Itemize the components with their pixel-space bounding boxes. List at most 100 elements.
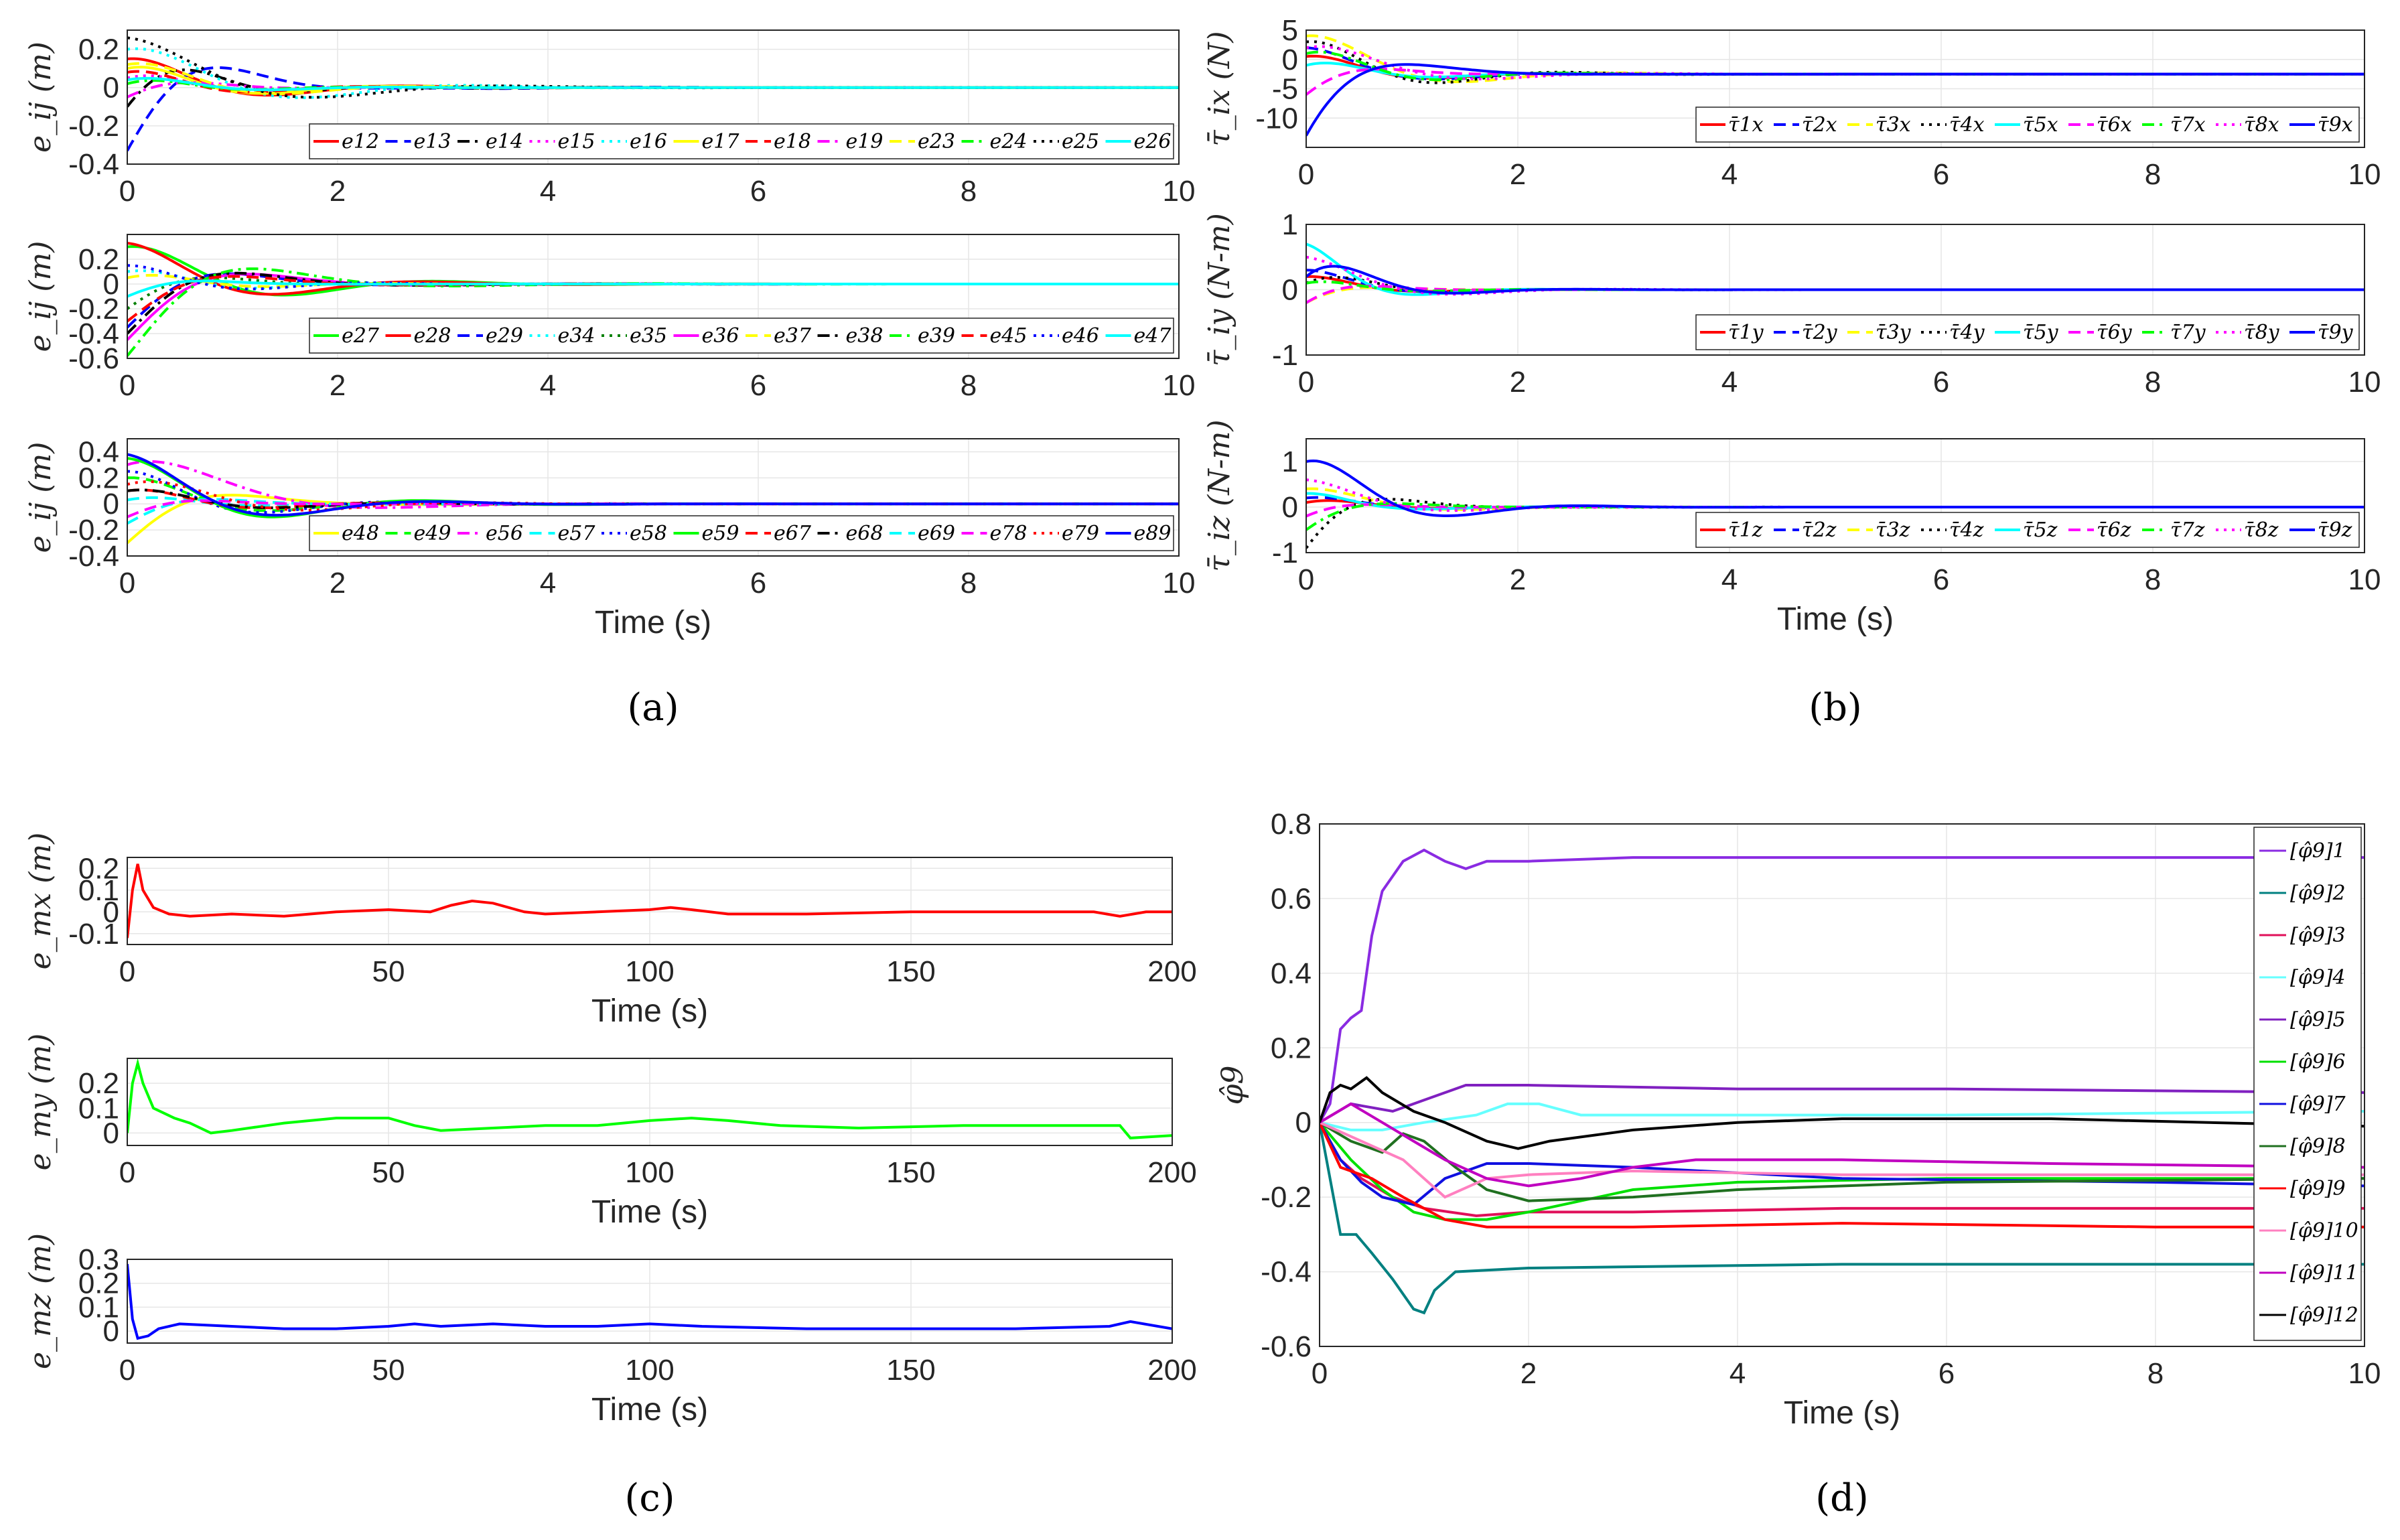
legend-entry: [φ̂9]2 bbox=[2290, 882, 2346, 905]
legend-entry: [φ̂9]6 bbox=[2290, 1050, 2346, 1074]
legend-box bbox=[1695, 512, 2360, 548]
plot-frame bbox=[1305, 224, 2365, 356]
x-tick-label: 6 bbox=[1938, 1357, 1955, 1390]
legend-entry: e38 bbox=[846, 324, 884, 348]
y-tick-label: 0.1 bbox=[78, 874, 119, 907]
x-tick-label: 0 bbox=[119, 369, 135, 402]
legend-entry: τ̄5x bbox=[2023, 113, 2058, 137]
legend-entry: e67 bbox=[774, 522, 812, 545]
x-tick-label: 4 bbox=[1721, 563, 1738, 596]
panel-c2: 00.10.2 0 50 100 150 200 Time (s) e_my (m) bbox=[23, 1034, 1197, 1230]
y-tick-label: 1 bbox=[1282, 445, 1298, 478]
legend-entry: e36 bbox=[702, 324, 739, 348]
x-tick-label: 4 bbox=[540, 175, 556, 208]
x-tick-label: 50 bbox=[372, 1156, 405, 1189]
legend-entry: [φ̂9]8 bbox=[2290, 1135, 2346, 1158]
series-line-b2-8 bbox=[1306, 265, 2364, 295]
legend-entry: e48 bbox=[342, 522, 379, 545]
x-tick-label: 50 bbox=[372, 955, 405, 988]
y-tick-label: 0 bbox=[103, 488, 119, 520]
x-tick-label: 10 bbox=[1163, 175, 1196, 208]
y-tick-label: -5 bbox=[1272, 73, 1298, 106]
series-line-b3-8 bbox=[1306, 459, 2364, 517]
legend-entry: τ̄3y bbox=[1876, 321, 1912, 344]
legend-entry: e28 bbox=[414, 324, 451, 348]
x-tick-label: 4 bbox=[540, 567, 556, 600]
series-line-d1-11 bbox=[1320, 1076, 2364, 1150]
legend-entry: τ̄8y bbox=[2244, 321, 2280, 344]
legend-entry: e24 bbox=[990, 130, 1028, 153]
legend-entry: e19 bbox=[846, 130, 884, 153]
x-tick-label: 10 bbox=[1163, 567, 1196, 600]
y-tick-label: 0.2 bbox=[78, 1067, 119, 1100]
x-tick-label: 8 bbox=[961, 369, 977, 402]
legend-entry: [φ̂9]12 bbox=[2290, 1304, 2358, 1327]
legend-entry: e27 bbox=[342, 324, 380, 348]
series-line-a2-0 bbox=[127, 245, 1179, 297]
legend-entry: e34 bbox=[558, 324, 595, 348]
legend-entry: e39 bbox=[918, 324, 955, 348]
panel-caption: (c) bbox=[624, 1476, 675, 1520]
legend-entry: e25 bbox=[1062, 130, 1099, 153]
x-tick-label: 6 bbox=[1933, 563, 1949, 596]
legend-entry: τ̄5z bbox=[2023, 518, 2058, 542]
y-tick-label: -0.4 bbox=[1261, 1256, 1312, 1289]
legend-entry: e37 bbox=[774, 324, 812, 348]
y-tick-label: 0.2 bbox=[78, 1267, 119, 1300]
plot-frame bbox=[127, 1259, 1173, 1344]
y-tick-label: 0 bbox=[103, 1117, 119, 1149]
panel-a1: -0.4-0.200.20 2 4 6 8 10e_ij (m) e12 e13 e14 e15 e… bbox=[23, 29, 1196, 208]
x-tick-label: 100 bbox=[625, 1354, 674, 1387]
x-tick-label: 50 bbox=[372, 1354, 405, 1387]
legend-box bbox=[2253, 827, 2362, 1341]
y-tick-label: 0.8 bbox=[1271, 808, 1312, 841]
legend-box bbox=[309, 515, 1174, 551]
x-tick-label: 6 bbox=[750, 175, 766, 208]
legend-entry: τ̄1z bbox=[1728, 518, 1763, 542]
series-line-b1-8 bbox=[1306, 63, 2364, 137]
panel-c3: 00.10.20.3 0 50 100 150 200 Time (s) e_mz (m) (c… bbox=[23, 1233, 1197, 1520]
plot-frame bbox=[127, 857, 1173, 945]
x-tick-label: 0 bbox=[1298, 563, 1314, 596]
y-tick-label: 0 bbox=[1282, 491, 1298, 524]
x-tick-label: 8 bbox=[961, 567, 977, 600]
legend-entry: e26 bbox=[1134, 130, 1172, 153]
plot-frame bbox=[127, 234, 1180, 359]
legend-entry: e29 bbox=[486, 324, 523, 348]
legend-entry: [φ̂9]1 bbox=[2290, 839, 2346, 863]
legend-entry: e49 bbox=[414, 522, 451, 545]
y-axis-label: e_mz (m) bbox=[23, 1233, 58, 1369]
legend-entry: [φ̂9]10 bbox=[2290, 1219, 2358, 1243]
legend-entry: e47 bbox=[1134, 324, 1172, 348]
y-tick-label: 0.2 bbox=[78, 462, 119, 494]
panel-d1: -0.6 -0.4 -0.2 0 0.2 0.4 0.6 0.8 0 2 4 6 8 10 Time (s)… bbox=[1216, 808, 2381, 1520]
legend-entry: e57 bbox=[558, 522, 596, 545]
legend-entry: τ̄4x bbox=[1949, 113, 1985, 137]
legend-entry: e68 bbox=[846, 522, 884, 545]
x-axis-label: Time (s) bbox=[591, 1194, 708, 1230]
series-line-d1-8 bbox=[1320, 1121, 2364, 1229]
legend-entry: τ̄1x bbox=[1728, 113, 1764, 137]
series-line-c2-0 bbox=[127, 1058, 1172, 1139]
legend-entry: e18 bbox=[774, 130, 811, 153]
legend-entry: τ̄2x bbox=[1802, 113, 1837, 137]
series-line-a1-10 bbox=[127, 36, 1179, 99]
legend-entry: e59 bbox=[702, 522, 739, 545]
x-axis-label: Time (s) bbox=[1777, 602, 1894, 637]
y-tick-label: 0.6 bbox=[1271, 882, 1312, 915]
x-tick-label: 4 bbox=[540, 369, 556, 402]
y-axis-label: e_ij (m) bbox=[23, 42, 58, 153]
x-tick-label: 6 bbox=[750, 567, 766, 600]
y-tick-label: 0.2 bbox=[78, 33, 119, 66]
legend-entry: e45 bbox=[990, 324, 1028, 348]
y-tick-label: 0.2 bbox=[78, 852, 119, 885]
legend-entry: e17 bbox=[702, 130, 740, 153]
legend-entry: τ̄6y bbox=[2097, 321, 2133, 344]
x-tick-label: 8 bbox=[2145, 563, 2161, 596]
legend-entry: τ̄3x bbox=[1876, 113, 1911, 137]
y-axis-label: e_mx (m) bbox=[23, 833, 58, 970]
